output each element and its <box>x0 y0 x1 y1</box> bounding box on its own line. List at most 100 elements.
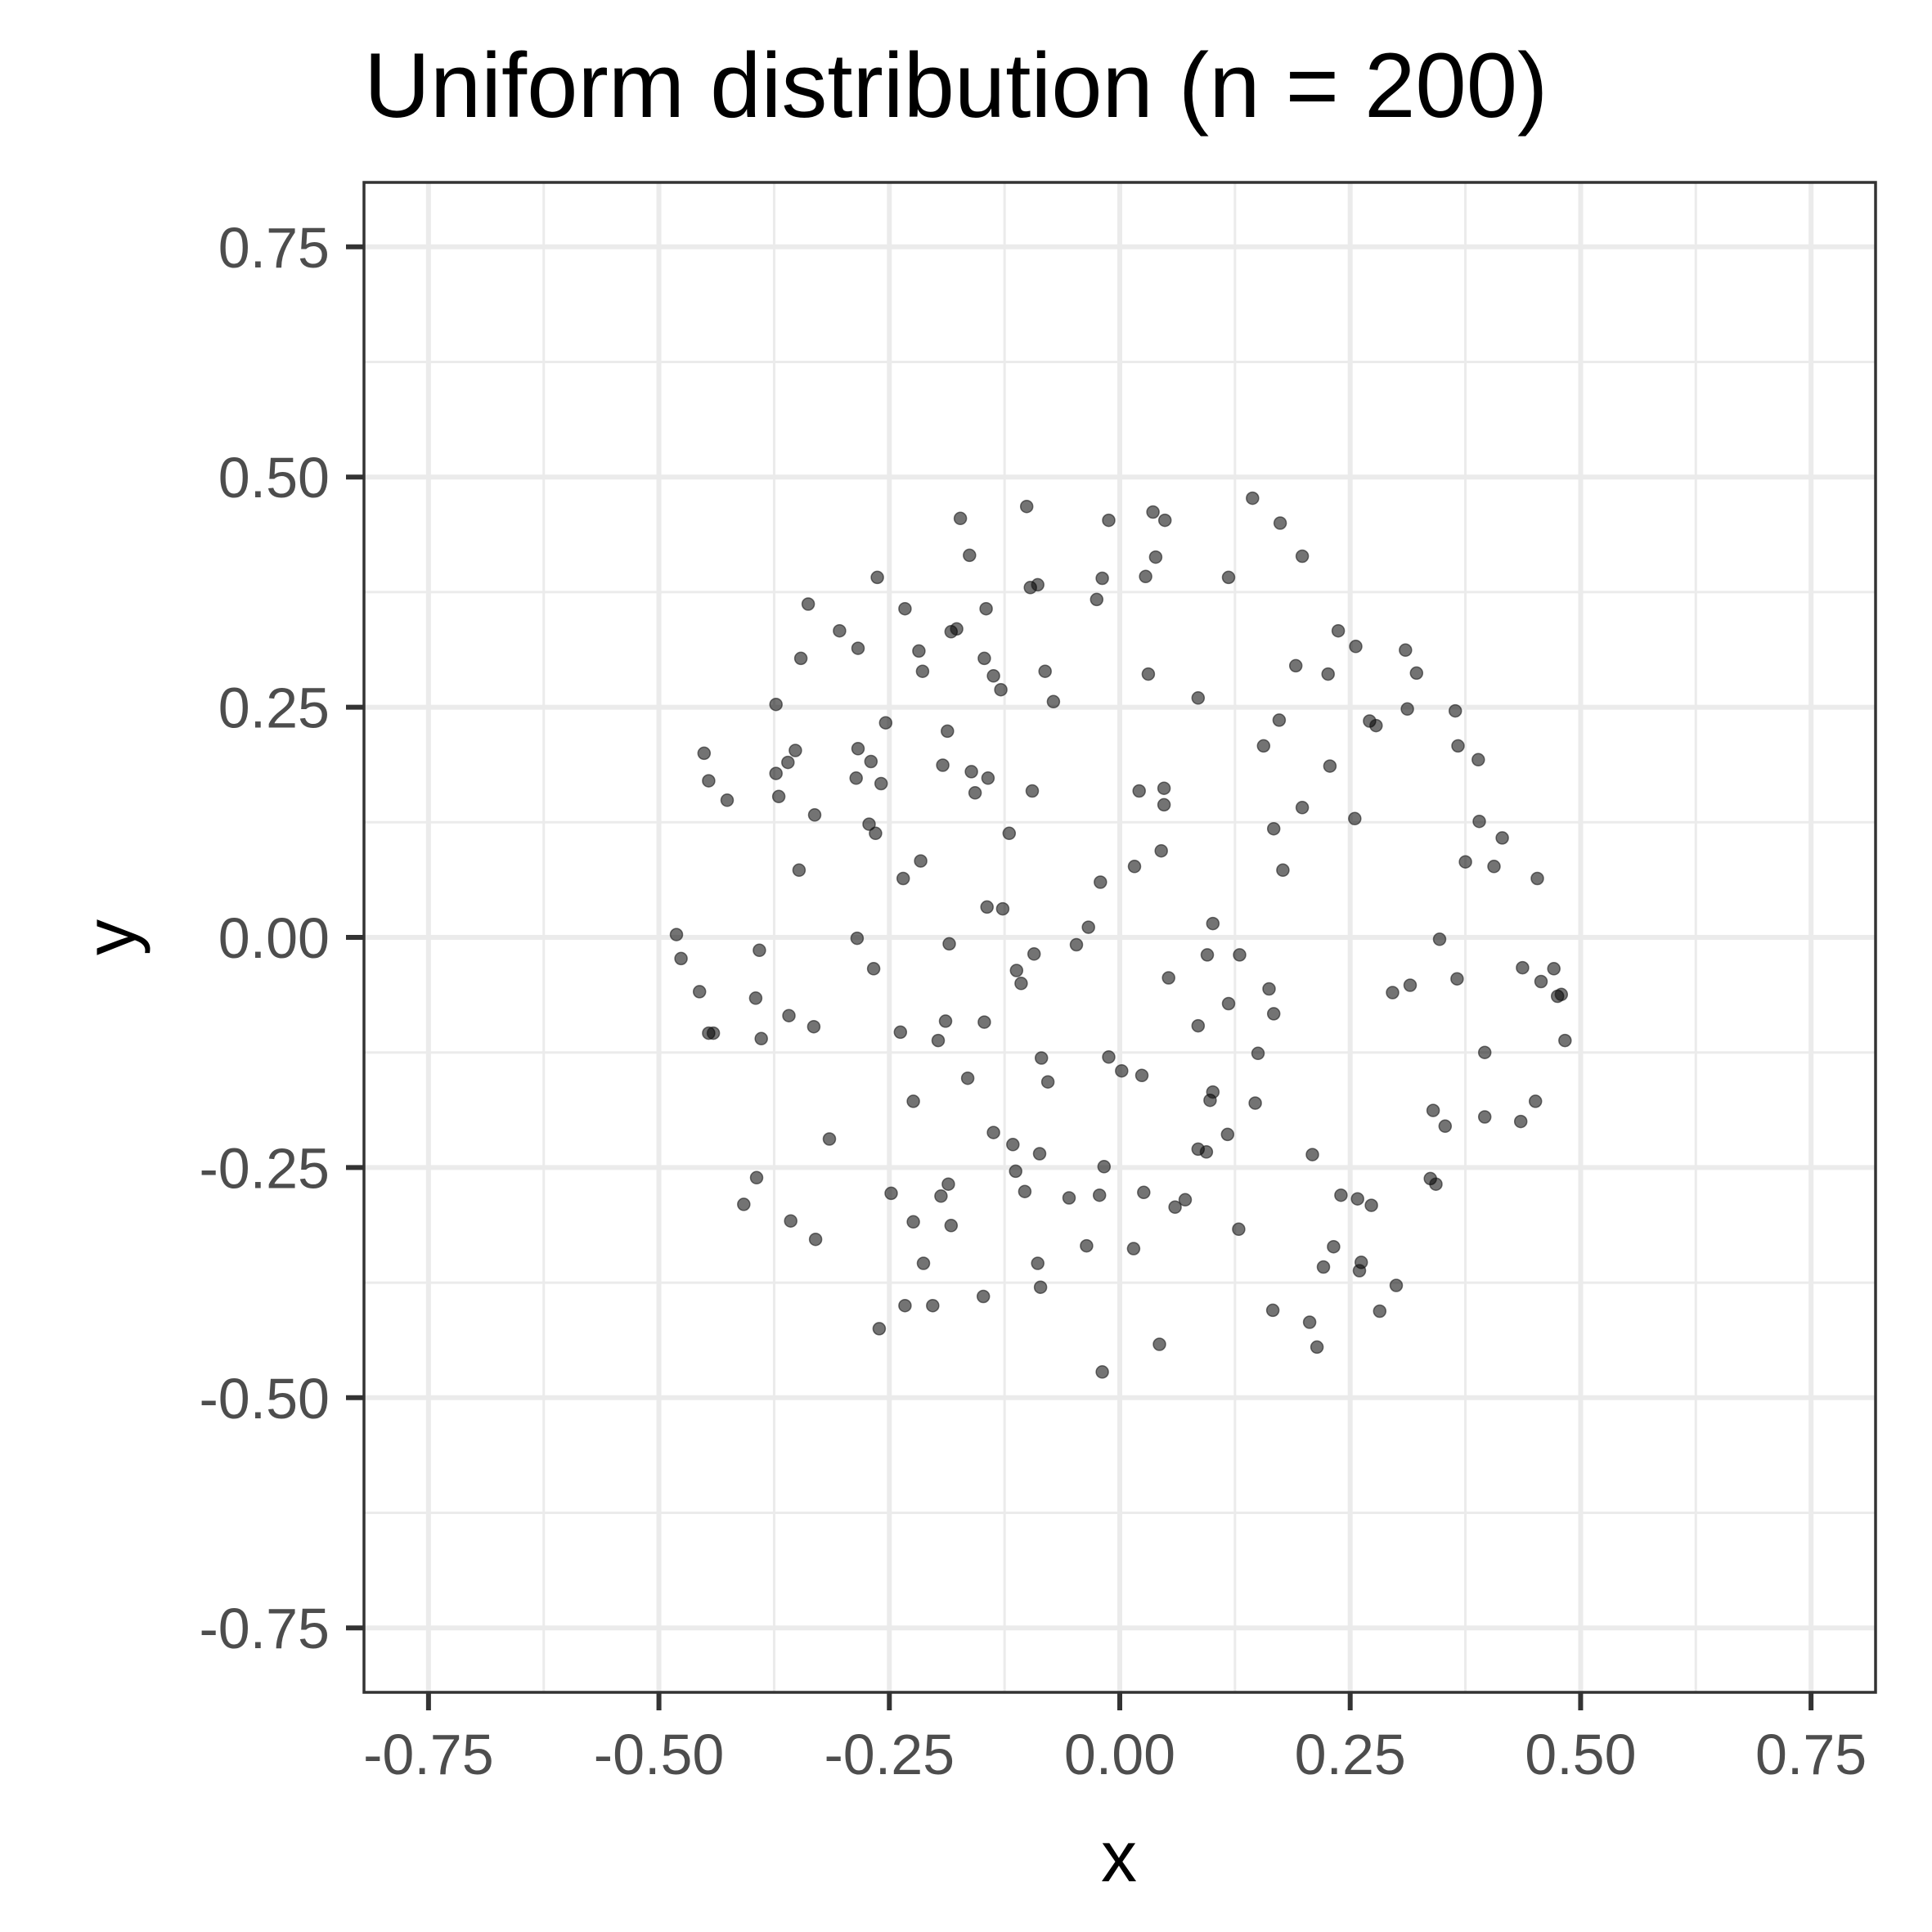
data-point-98 <box>1432 932 1447 946</box>
data-point-111 <box>692 985 707 999</box>
data-point-24 <box>912 644 926 658</box>
data-point-46 <box>1400 702 1414 717</box>
y-tick-label-1: -0.50 <box>199 1367 330 1431</box>
data-point-62 <box>964 765 978 779</box>
data-point-70 <box>807 808 822 822</box>
data-point-162 <box>934 1189 948 1203</box>
data-point-185 <box>1316 1260 1331 1274</box>
data-point-138 <box>960 1071 975 1085</box>
data-point-84 <box>1458 855 1472 869</box>
data-point-4 <box>1146 505 1160 519</box>
data-point-95 <box>850 931 865 946</box>
data-point-78 <box>1472 814 1486 829</box>
y-axis: -0.75 -0.50 -0.25 0.00 0.25 0.50 0.75 <box>199 216 364 1660</box>
data-point-170 <box>1350 1192 1364 1206</box>
x-tick-label-6: 0.75 <box>1755 1723 1867 1786</box>
data-point-64 <box>720 793 735 807</box>
data-point-33 <box>1191 691 1206 705</box>
data-point-71 <box>1157 798 1171 812</box>
data-point-15 <box>1221 570 1236 585</box>
chart-title: Uniform distribution (n = 200) <box>364 34 1548 137</box>
y-tick-label-4: 0.25 <box>218 676 330 740</box>
data-point-191 <box>1033 1280 1048 1294</box>
data-point-142 <box>1206 1085 1220 1099</box>
data-point-101 <box>1027 947 1041 961</box>
data-point-20 <box>833 623 847 638</box>
data-point-132 <box>1034 1051 1049 1065</box>
y-tick-label-2: -0.25 <box>199 1136 330 1200</box>
data-point-66 <box>968 786 982 800</box>
data-point-88 <box>1094 875 1108 889</box>
data-point-139 <box>1040 1075 1055 1089</box>
data-point-86 <box>792 863 806 878</box>
data-point-39 <box>1409 666 1424 681</box>
x-tick-label-1: -0.50 <box>594 1723 725 1786</box>
data-point-19 <box>979 601 993 616</box>
data-point-176 <box>906 1215 920 1229</box>
data-point-148 <box>1006 1138 1020 1152</box>
data-point-89 <box>1530 871 1544 886</box>
data-point-189 <box>926 1298 940 1313</box>
data-point-51 <box>864 754 878 769</box>
y-tick-label-3: 0.00 <box>218 906 330 970</box>
data-point-67 <box>1025 784 1040 798</box>
data-point-199 <box>1095 1365 1109 1379</box>
data-point-5 <box>1157 513 1172 528</box>
data-point-198 <box>1310 1340 1324 1355</box>
data-point-87 <box>896 871 910 886</box>
data-point-58 <box>702 774 716 788</box>
data-point-112 <box>748 991 763 1005</box>
data-point-41 <box>878 716 893 730</box>
data-point-134 <box>1115 1063 1129 1078</box>
data-point-140 <box>906 1094 920 1108</box>
data-point-94 <box>669 928 684 941</box>
data-point-40 <box>769 697 783 712</box>
data-point-121 <box>938 1014 953 1028</box>
data-point-115 <box>1403 978 1418 992</box>
data-point-6 <box>1246 491 1260 505</box>
data-point-196 <box>1373 1304 1387 1319</box>
data-point-113 <box>1262 982 1276 996</box>
data-point-152 <box>1513 1114 1528 1129</box>
data-point-76 <box>1266 821 1281 836</box>
data-point-43 <box>1272 713 1287 727</box>
data-point-1 <box>1019 499 1034 514</box>
data-point-100 <box>753 943 766 958</box>
x-axis: -0.75 -0.50 -0.25 0.00 0.25 0.50 0.75 <box>363 1692 1867 1786</box>
data-point-130 <box>931 1033 946 1048</box>
data-point-163 <box>1018 1184 1032 1198</box>
data-point-17 <box>1090 592 1104 607</box>
data-point-174 <box>737 1197 751 1211</box>
data-point-155 <box>1199 1145 1214 1159</box>
data-point-13 <box>1095 571 1109 586</box>
plot-panel <box>362 181 1877 1694</box>
x-tick-label-2: -0.25 <box>824 1723 955 1786</box>
data-point-159 <box>1097 1160 1112 1174</box>
x-tick-label-0: -0.75 <box>363 1723 494 1786</box>
data-point-0 <box>953 511 968 526</box>
data-point-166 <box>1137 1185 1151 1200</box>
data-point-160 <box>884 1186 898 1201</box>
data-point-3 <box>1102 513 1116 528</box>
data-point-150 <box>1438 1119 1453 1134</box>
major-gridlines <box>364 182 1876 1692</box>
data-point-133 <box>1102 1050 1116 1064</box>
data-point-124 <box>1221 996 1236 1011</box>
data-point-23 <box>851 641 865 655</box>
data-point-48 <box>697 746 712 761</box>
x-tick-label-4: 0.25 <box>1295 1723 1406 1786</box>
data-point-18 <box>898 601 912 616</box>
data-point-171 <box>1364 1198 1378 1212</box>
data-point-80 <box>914 854 928 868</box>
data-point-149 <box>1220 1127 1235 1142</box>
data-point-128 <box>754 1031 768 1046</box>
data-point-181 <box>1232 1222 1246 1237</box>
data-point-102 <box>1200 948 1215 962</box>
data-point-69 <box>1157 781 1171 795</box>
data-point-129 <box>893 1025 908 1040</box>
data-point-96 <box>942 937 956 951</box>
data-point-190 <box>976 1289 991 1304</box>
data-point-34 <box>1288 658 1303 673</box>
data-point-59 <box>769 766 783 780</box>
